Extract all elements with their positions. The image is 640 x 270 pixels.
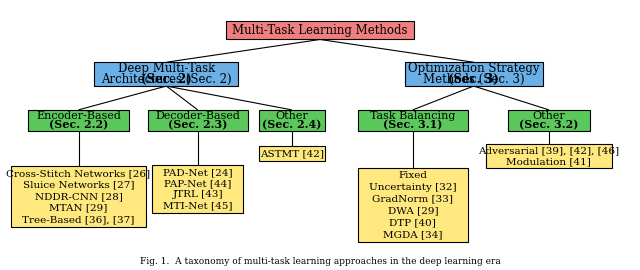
Text: JTRL [43]: JTRL [43] — [172, 190, 223, 199]
Text: MTAN [29]: MTAN [29] — [49, 203, 108, 212]
FancyBboxPatch shape — [259, 146, 324, 161]
FancyBboxPatch shape — [28, 110, 129, 131]
Text: Uncertainty [32]: Uncertainty [32] — [369, 183, 456, 192]
Text: Architectures (Sec. 2): Architectures (Sec. 2) — [101, 73, 232, 86]
Text: PAP-Net [44]: PAP-Net [44] — [164, 179, 232, 188]
Text: PAD-Net [24]: PAD-Net [24] — [163, 168, 232, 177]
Text: Cross-Stitch Networks [26]: Cross-Stitch Networks [26] — [6, 169, 150, 178]
Text: Modulation [41]: Modulation [41] — [506, 157, 591, 166]
Text: NDDR-CNN [28]: NDDR-CNN [28] — [35, 192, 122, 201]
Text: Encoder-Based: Encoder-Based — [36, 111, 121, 121]
Text: (Sec. 3): (Sec. 3) — [448, 73, 499, 86]
Text: Tree-Based [36], [37]: Tree-Based [36], [37] — [22, 215, 134, 224]
Text: (Sec. 2.2): (Sec. 2.2) — [49, 120, 108, 131]
Text: Fig. 1.  A taxonomy of multi-task learning approaches in the deep learning era: Fig. 1. A taxonomy of multi-task learnin… — [140, 257, 500, 266]
Text: DWA [29]: DWA [29] — [387, 207, 438, 215]
Text: Deep Multi-Task: Deep Multi-Task — [118, 62, 215, 76]
Text: (Sec. 3.1): (Sec. 3.1) — [383, 120, 442, 131]
Text: Optimization Strategy: Optimization Strategy — [408, 62, 540, 76]
Text: Other: Other — [275, 111, 308, 121]
Text: Methods (Sec. 3): Methods (Sec. 3) — [423, 73, 524, 86]
Text: Methods (Sec. 3): Methods (Sec. 3) — [423, 73, 524, 86]
Text: (Sec. 2.3): (Sec. 2.3) — [168, 120, 227, 131]
Text: (Sec. 2): (Sec. 2) — [141, 73, 192, 86]
FancyBboxPatch shape — [259, 110, 324, 131]
Text: Other: Other — [532, 111, 565, 121]
Text: MGDA [34]: MGDA [34] — [383, 230, 443, 239]
FancyBboxPatch shape — [358, 110, 468, 131]
Text: Decoder-Based: Decoder-Based — [156, 111, 240, 121]
FancyBboxPatch shape — [152, 166, 243, 213]
Text: MTI-Net [45]: MTI-Net [45] — [163, 201, 232, 210]
FancyBboxPatch shape — [94, 62, 239, 86]
FancyBboxPatch shape — [486, 144, 612, 168]
Text: Sluice Networks [27]: Sluice Networks [27] — [23, 180, 134, 189]
FancyBboxPatch shape — [226, 22, 414, 39]
FancyBboxPatch shape — [404, 62, 543, 86]
Text: Task Balancing: Task Balancing — [370, 111, 456, 121]
Text: Fixed: Fixed — [398, 171, 428, 180]
Text: GradNorm [33]: GradNorm [33] — [372, 195, 453, 204]
Text: Multi-Task Learning Methods: Multi-Task Learning Methods — [232, 24, 408, 37]
Text: (Sec. 2.4): (Sec. 2.4) — [262, 120, 321, 131]
Text: DTP [40]: DTP [40] — [389, 218, 436, 227]
FancyBboxPatch shape — [508, 110, 589, 131]
FancyBboxPatch shape — [148, 110, 248, 131]
FancyBboxPatch shape — [11, 166, 146, 227]
Text: Architectures (Sec. 2): Architectures (Sec. 2) — [101, 73, 232, 86]
FancyBboxPatch shape — [358, 168, 468, 242]
Text: Adversarial [39], [42], [46]: Adversarial [39], [42], [46] — [478, 147, 620, 156]
Text: ASTMT [42]: ASTMT [42] — [260, 149, 324, 158]
Text: (Sec. 3.2): (Sec. 3.2) — [519, 120, 579, 131]
